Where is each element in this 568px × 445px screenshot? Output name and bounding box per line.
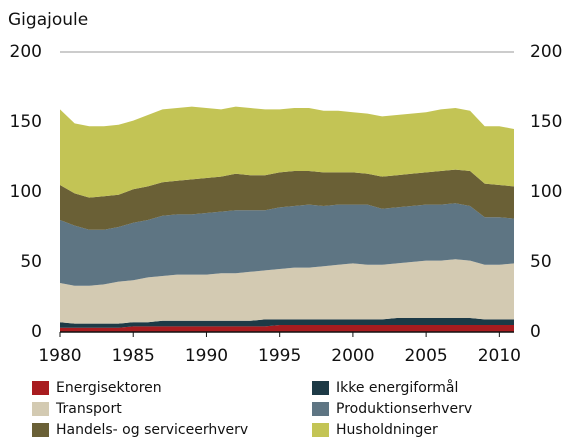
y2-tick-label: 100 (530, 182, 562, 202)
y2-tick-label: 200 (530, 42, 562, 62)
legend-label: Husholdninger (336, 422, 438, 438)
x-tick-label: 2010 (478, 346, 521, 366)
legend-swatch (32, 423, 49, 437)
area (60, 203, 514, 286)
y2-tick-label: 150 (530, 112, 562, 132)
area (60, 259, 514, 324)
legend-swatch (32, 402, 49, 416)
area (60, 318, 514, 328)
y2-tick-label: 50 (530, 252, 552, 272)
area (60, 325, 514, 332)
y-tick-label: 100 (10, 182, 42, 202)
y2-tick-label: 0 (530, 322, 541, 342)
y-tick-label: 50 (20, 252, 42, 272)
legend-label: Ikke energiformål (336, 379, 458, 396)
x-tick-label: 1990 (185, 346, 228, 366)
x-tick-label: 1995 (258, 346, 301, 366)
y-tick-label: 0 (31, 322, 42, 342)
y-tick-label: 200 (10, 42, 42, 62)
legend-swatch (312, 381, 329, 395)
legend-swatch (32, 381, 49, 395)
x-tick-label: 1985 (112, 346, 155, 366)
x-tick-label: 2005 (404, 346, 447, 366)
y-tick-label: 150 (10, 112, 42, 132)
legend-label: Produktionserhverv (336, 401, 472, 417)
y-axis-label: Gigajoule (8, 10, 88, 30)
legend-swatch (312, 423, 329, 437)
area (60, 106, 514, 198)
legend-label: Transport (55, 401, 122, 417)
legend-swatch (312, 402, 329, 416)
legend-label: Energisektoren (56, 380, 162, 396)
x-tick-label: 2000 (331, 346, 374, 366)
legend-label: Handels- og serviceerhverv (56, 422, 248, 438)
x-tick-label: 1980 (38, 346, 81, 366)
area (60, 169, 514, 230)
